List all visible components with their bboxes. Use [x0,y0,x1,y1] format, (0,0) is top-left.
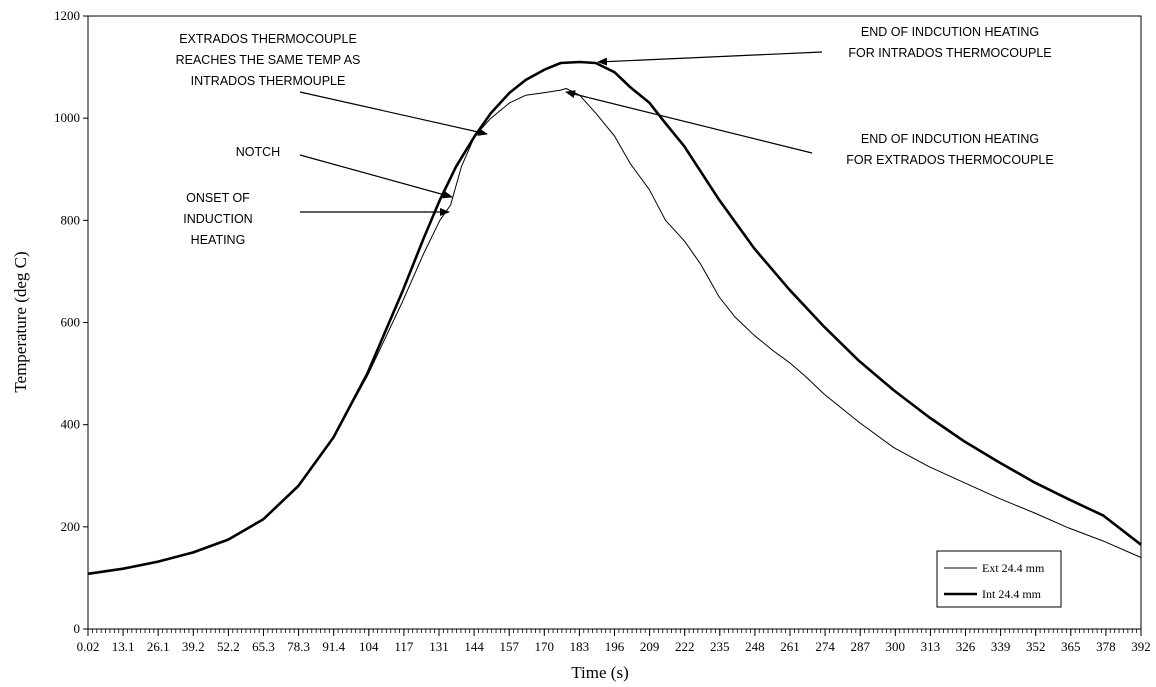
x-tick-label: 117 [394,639,414,654]
x-tick-label: 131 [429,639,449,654]
legend-box [936,550,1062,608]
x-tick-label: 300 [886,639,906,654]
x-tick-label: 365 [1061,639,1081,654]
x-tick-label: 39.2 [182,639,205,654]
annotation-end-heating-intrados-arrow [597,51,823,66]
annotation-end-heating-intrados: END OF INDCUTION HEATING FOR INTRADOS THE… [848,25,1051,60]
annotation-onset-heating: ONSET OF INDUCTION HEATING [183,191,252,247]
y-tick-label: 600 [61,315,81,330]
y-axis-title: Temperature (deg C) [11,251,30,392]
x-tick-label: 378 [1096,639,1116,654]
x-tick-label: 235 [710,639,730,654]
y-axis: 0 200 400 600 800 1000 1200 [54,8,88,636]
annotation-extrados-same-temp-arrow [299,91,488,136]
annotation-line: NOTCH [236,145,280,159]
annotation-line: FOR EXTRADOS THERMOCOUPLE [846,153,1053,167]
x-tick-label: 209 [640,639,660,654]
x-tick-label: 248 [745,639,765,654]
x-tick-label: 78.3 [287,639,310,654]
x-tick-label: 326 [956,639,976,654]
annotation-line: EXTRADOS THERMOCOUPLE [179,32,357,46]
x-tick-label: 313 [921,639,941,654]
annotation-extrados-same-temp: EXTRADOS THERMOCOUPLE REACHES THE SAME TE… [176,32,361,88]
x-tick-label: 144 [464,639,484,654]
x-tick-label: 52.2 [217,639,240,654]
annotation-end-heating-extrados-arrow [565,90,813,154]
annotation-line: END OF INDCUTION HEATING [861,25,1039,39]
plot-area [87,15,1142,630]
y-tick-label: 1000 [54,110,80,125]
x-tick-label: 0.02 [77,639,100,654]
x-axis-title: Time (s) [571,663,628,682]
x-tick-label: 222 [675,639,695,654]
legend-label-ext: Ext 24.4 mm [982,561,1045,575]
x-tick-label: 157 [499,639,519,654]
y-tick-label: 400 [61,417,81,432]
series-line-int [87,60,1142,576]
x-tick-label: 26.1 [147,639,170,654]
annotation-line: END OF INDCUTION HEATING [861,132,1039,146]
x-tick-label: 65.3 [252,639,275,654]
x-tick-label: 170 [535,639,555,654]
y-tick-label: 200 [61,519,81,534]
x-tick-label: 392 [1131,639,1151,654]
annotation-line: HEATING [191,233,246,247]
x-tick-label: 196 [605,639,625,654]
annotation-line: INDUCTION [183,212,252,226]
x-tick-label: 91.4 [322,639,345,654]
y-tick-label: 1200 [54,8,80,23]
legend: Ext 24.4 mm Int 24.4 mm [936,550,1062,608]
annotation-layer: EXTRADOS THERMOCOUPLE REACHES THE SAME TE… [176,25,1054,247]
series-layer [87,60,1142,576]
x-tick-label: 287 [850,639,870,654]
x-tick-label: 13.1 [112,639,135,654]
y-tick-label: 800 [61,212,81,227]
x-axis: 0.02 13.1 26.1 39.2 52.2 65.3 78.3 91.4 104 117 13… [77,629,1151,654]
annotation-line: INTRADOS THERMOUPLE [191,74,346,88]
annotation-notch-arrow [299,154,453,199]
annotation-line: ONSET OF [186,191,250,205]
annotation-line: FOR INTRADOS THERMOCOUPLE [848,46,1051,60]
x-tick-label: 104 [359,639,379,654]
annotation-line: REACHES THE SAME TEMP AS [176,53,361,67]
legend-label-int: Int 24.4 mm [982,587,1042,601]
x-tick-label: 274 [815,639,835,654]
annotation-end-heating-extrados: END OF INDCUTION HEATING FOR EXTRADOS THE… [846,132,1053,167]
x-tick-label: 183 [570,639,590,654]
x-tick-label: 261 [780,639,800,654]
annotation-notch: NOTCH [236,145,280,159]
x-tick-label: 339 [991,639,1011,654]
y-tick-label: 0 [74,621,81,636]
x-tick-label: 352 [1026,639,1046,654]
